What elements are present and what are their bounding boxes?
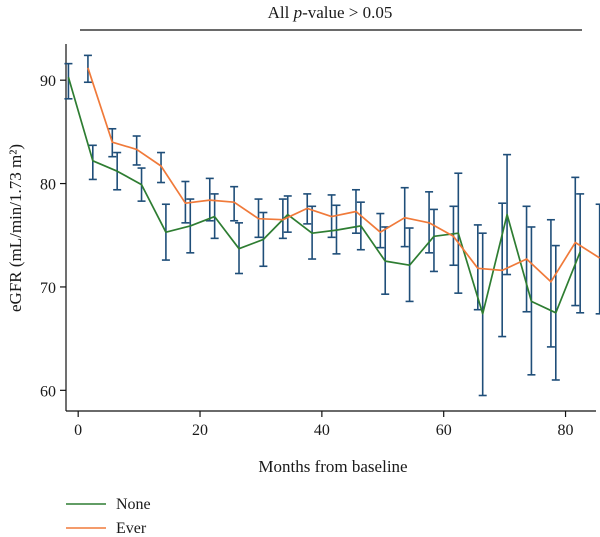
errorbar-ever-21	[595, 203, 600, 315]
errorbar-ever-19	[546, 218, 555, 348]
y-axis-ticks: 60 70 80 90	[40, 73, 66, 400]
errorbar-ever-12	[376, 212, 385, 249]
x-tick-label-40: 40	[314, 422, 330, 439]
series-line-none	[67, 76, 581, 315]
y-axis-label: eGFR (mL/min/1.73 m²)	[6, 144, 25, 312]
series-line-ever	[87, 67, 600, 283]
errorbar-none-0	[64, 62, 73, 100]
plot-area: 60 70 80 90 0 20 40 60 80	[40, 44, 600, 439]
y-tick-label-70: 70	[40, 280, 56, 297]
errorbar-ever-6	[230, 185, 239, 222]
errorbar-ever-20	[571, 176, 580, 307]
legend-label-ever: Ever	[116, 520, 147, 537]
x-axis-ticks: 0 20 40 60 80	[74, 411, 574, 439]
errorbar-none-15	[429, 208, 438, 273]
title-suffix: -value > 0.05	[302, 3, 392, 22]
y-tick-label-60: 60	[40, 383, 56, 400]
x-tick-label-0: 0	[74, 422, 82, 439]
title-prefix: All	[268, 3, 294, 22]
x-tick-label-80: 80	[558, 422, 574, 439]
errorbar-ever-2	[132, 135, 141, 166]
y-tick-label-90: 90	[40, 73, 56, 90]
chart-title: All p-value > 0.05	[268, 3, 393, 22]
x-tick-label-20: 20	[192, 422, 208, 439]
title-italic-p: p	[293, 3, 303, 22]
x-axis-label: Months from baseline	[258, 457, 407, 476]
errorbar-none-1	[88, 144, 97, 181]
legend-label-none: None	[116, 496, 151, 513]
error-bars	[64, 54, 600, 397]
series-lines	[67, 67, 600, 315]
legend: None Ever	[66, 496, 151, 537]
y-tick-label-80: 80	[40, 177, 56, 194]
x-tick-label-60: 60	[436, 422, 452, 439]
